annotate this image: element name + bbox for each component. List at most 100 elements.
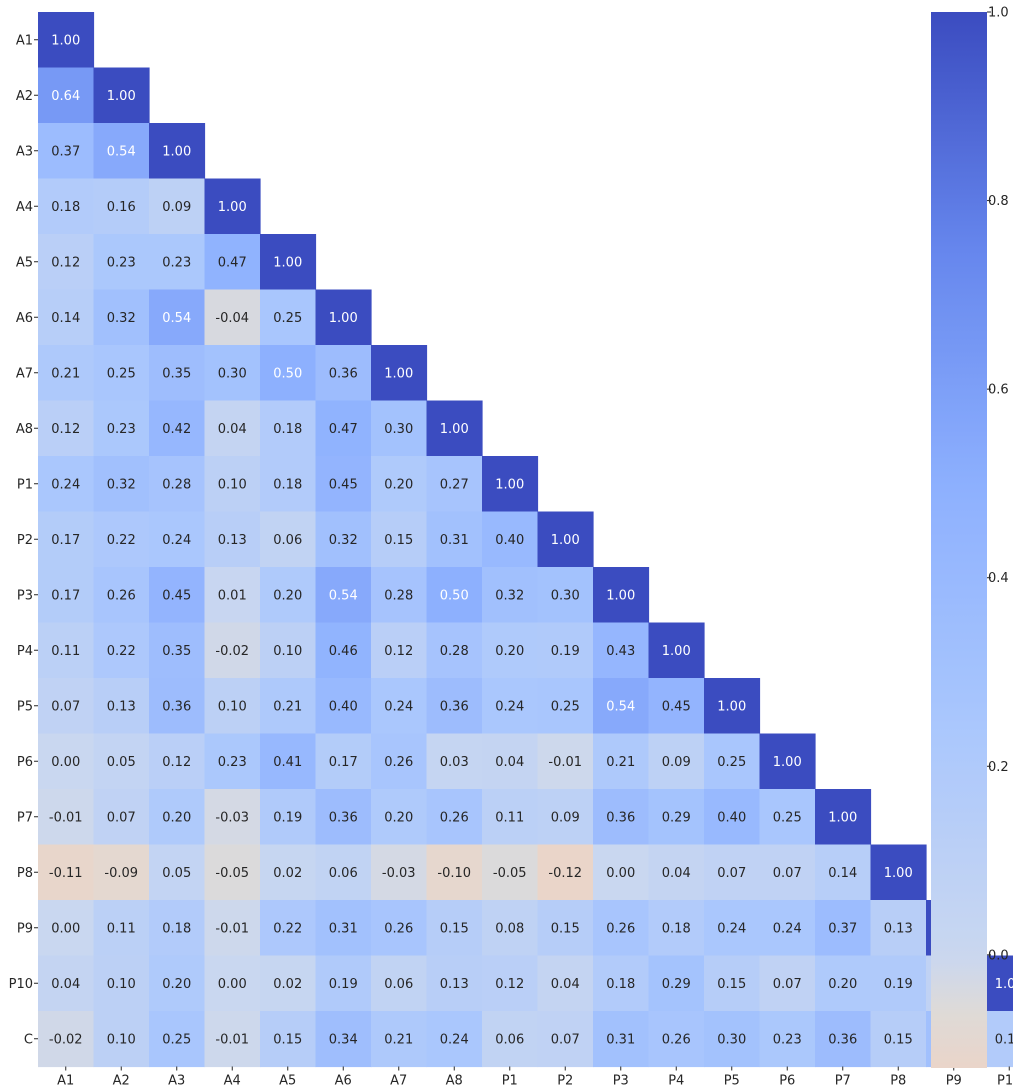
y-tick-label: A2 <box>16 89 33 104</box>
x-tick-label: P7 <box>835 1074 851 1089</box>
cell-value-label: -0.10 <box>437 866 471 881</box>
cell-value-label: 0.32 <box>495 588 524 603</box>
x-tick-label: A4 <box>224 1074 241 1089</box>
cell-value-label: 0.30 <box>717 1032 746 1047</box>
heatmap-cell <box>260 900 317 957</box>
x-tick-label: A6 <box>335 1074 352 1089</box>
heatmap-cell <box>593 789 650 846</box>
cell-value-label: -0.09 <box>104 866 138 881</box>
heatmap-cell <box>482 622 539 679</box>
heatmap-cell <box>371 900 428 957</box>
heatmap-cell <box>260 289 317 346</box>
heatmap-cell <box>759 955 816 1012</box>
cell-value-label: 0.32 <box>107 477 136 492</box>
cell-value-label: 0.26 <box>384 921 413 936</box>
y-tick-label: P9 <box>17 921 33 936</box>
cell-value-label: 0.20 <box>495 644 524 659</box>
heatmap-cell <box>426 1011 483 1068</box>
heatmap-cell <box>315 456 372 513</box>
cell-value-label: 1.00 <box>884 866 913 881</box>
cell-value-label: 0.23 <box>218 755 247 770</box>
heatmap-cell <box>593 900 650 957</box>
heatmap-cell <box>704 844 761 901</box>
heatmap-cell <box>426 511 483 568</box>
cell-value-label: 0.36 <box>440 699 469 714</box>
cell-value-label: 0.13 <box>440 977 469 992</box>
heatmap-cell <box>149 733 206 790</box>
y-tick-label: A8 <box>16 422 33 437</box>
cell-value-label: 0.19 <box>551 644 580 659</box>
colorbar-tick-label: 0.0 <box>988 948 1009 963</box>
cell-value-label: 0.23 <box>107 255 136 270</box>
heatmap-cell <box>38 733 95 790</box>
cell-value-label: 1.00 <box>218 200 247 215</box>
heatmap-cell <box>482 1011 539 1068</box>
heatmap-cell <box>426 844 483 901</box>
cell-value-label: 0.18 <box>162 921 191 936</box>
heatmap-cell <box>648 789 705 846</box>
cell-value-label: 0.28 <box>440 644 469 659</box>
cell-value-label: 0.14 <box>828 866 857 881</box>
heatmap-cell <box>537 622 594 679</box>
heatmap-cell <box>648 733 705 790</box>
heatmap-cell <box>149 844 206 901</box>
heatmap-cell <box>537 844 594 901</box>
cell-value-label: 0.04 <box>495 755 524 770</box>
cell-value-label: 0.15 <box>273 1032 302 1047</box>
heatmap-cell <box>93 400 150 457</box>
cell-value-label: 0.47 <box>218 255 247 270</box>
cell-value-label: 0.09 <box>162 200 191 215</box>
y-tick-label: A3 <box>16 144 33 159</box>
x-tick-label: A8 <box>446 1074 463 1089</box>
heatmap-cell <box>93 622 150 679</box>
cell-value-label: 0.18 <box>51 200 80 215</box>
heatmap-cell <box>38 511 95 568</box>
cell-value-label: 0.18 <box>995 1032 1013 1047</box>
y-tick-label: P2 <box>17 533 33 548</box>
cell-value-label: 0.15 <box>884 1032 913 1047</box>
colorbar-tick-label: 0.4 <box>988 571 1009 586</box>
heatmap-cell <box>260 678 317 735</box>
colorbar-tick-label: 0.8 <box>988 194 1009 209</box>
cell-value-label: 0.30 <box>384 422 413 437</box>
heatmap-cell <box>149 955 206 1012</box>
heatmap-cell <box>38 567 95 624</box>
heatmap-cell <box>260 234 317 291</box>
heatmap-cell <box>315 400 372 457</box>
cell-value-label: 0.03 <box>440 755 469 770</box>
cell-value-label: 0.06 <box>329 866 358 881</box>
heatmap-cell <box>315 622 372 679</box>
heatmap-cell <box>149 345 206 402</box>
cell-value-label: 0.18 <box>273 477 302 492</box>
heatmap-cell <box>93 234 150 291</box>
x-tick-label: P8 <box>890 1074 906 1089</box>
heatmap-cell <box>260 1011 317 1068</box>
cell-value-label: 0.24 <box>51 477 80 492</box>
cell-value-label: 0.12 <box>51 422 80 437</box>
heatmap-cell <box>260 789 317 846</box>
cell-value-label: -0.01 <box>215 921 249 936</box>
heatmap-cell <box>704 789 761 846</box>
heatmap-cell <box>593 733 650 790</box>
cell-value-label: 0.26 <box>107 588 136 603</box>
cell-value-label: 0.37 <box>51 144 80 159</box>
heatmap-cell <box>815 900 872 957</box>
cell-value-label: 0.24 <box>495 699 524 714</box>
cell-value-label: -0.05 <box>493 866 527 881</box>
heatmap-cell <box>371 456 428 513</box>
x-tick-label: A7 <box>390 1074 407 1089</box>
heatmap-cell <box>204 955 261 1012</box>
heatmap-cell <box>260 567 317 624</box>
cell-value-label: 0.06 <box>273 533 302 548</box>
cell-value-label: 0.12 <box>495 977 524 992</box>
cell-value-label: 1.00 <box>662 644 691 659</box>
heatmap-cell <box>537 900 594 957</box>
cell-value-label: 0.26 <box>384 755 413 770</box>
heatmap-cell <box>648 1011 705 1068</box>
heatmap-cell <box>315 678 372 735</box>
cell-value-label: 0.32 <box>107 311 136 326</box>
cell-value-label: -0.03 <box>382 866 416 881</box>
heatmap-cell <box>315 789 372 846</box>
heatmap-cell <box>426 400 483 457</box>
